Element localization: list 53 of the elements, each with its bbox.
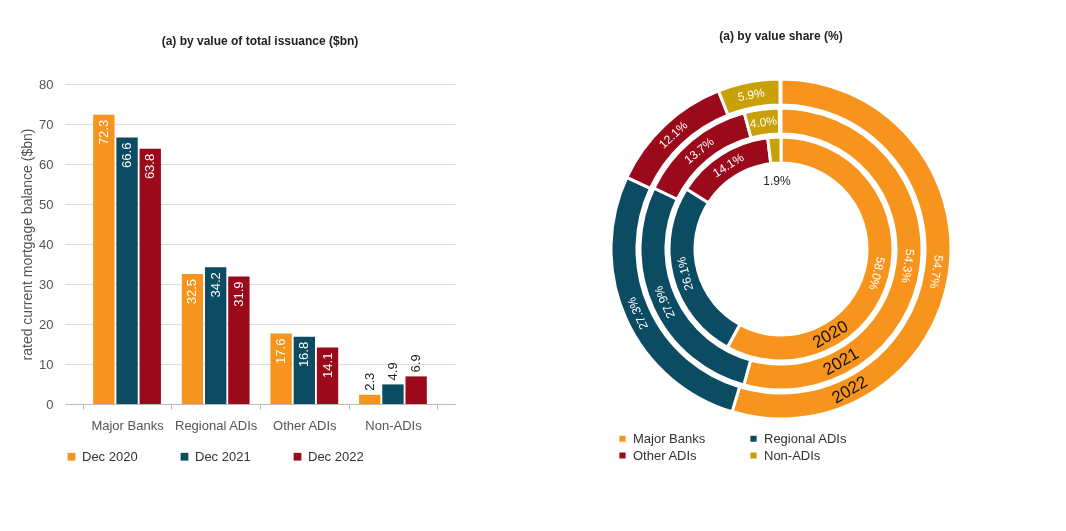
bar (139, 148, 161, 404)
legend-label: Dec 2021 (195, 448, 251, 464)
legend-label: Non-ADIs (764, 447, 821, 463)
data-label: 27.3% (624, 294, 652, 332)
y-tick-label: 10 (39, 356, 54, 372)
data-label: 31.9 (230, 281, 246, 307)
bar (205, 267, 227, 404)
data-label: 5.9% (736, 85, 767, 105)
y-tick-label: 40 (39, 236, 54, 252)
chart-title: (a) by value share (%) (719, 29, 843, 43)
data-label: 54.3% (898, 248, 918, 285)
data-label: 17.6 (273, 338, 289, 364)
data-label: 4.0% (748, 113, 779, 131)
data-label: 72.3 (95, 119, 111, 146)
y-tick-label: 50 (39, 196, 54, 212)
data-label: 2.3 (361, 372, 377, 391)
bar (359, 394, 381, 404)
legend-label: Other ADIs (633, 447, 698, 463)
data-label: 1.9% (763, 174, 791, 189)
legend-label: Dec 2022 (308, 448, 364, 464)
y-tick-label: 80 (39, 76, 54, 92)
bar (228, 276, 250, 404)
bar (316, 347, 339, 404)
bar (116, 137, 138, 404)
data-label: 6.9 (408, 354, 424, 373)
data-label: 63.8 (142, 153, 158, 180)
bar (270, 333, 292, 404)
y-axis-title: rated current mortgage balance ($bn) (19, 128, 36, 361)
data-label: 34.2 (207, 272, 223, 298)
y-tick-label: 20 (39, 316, 54, 332)
bar (382, 384, 404, 404)
data-label: 66.6 (119, 142, 135, 168)
x-tick-label: Other ADIs (273, 417, 338, 433)
y-tick-label: 0 (46, 396, 54, 412)
y-tick-label: 30 (39, 276, 54, 292)
x-tick-label: Major Banks (91, 417, 165, 433)
x-tick-label: Non-ADIs (365, 417, 423, 433)
data-label: 32.5 (184, 279, 200, 305)
chart-title: (a) by value of total issuance ($bn) (161, 34, 359, 48)
bar (405, 376, 427, 404)
data-label: 58.0% (865, 255, 888, 292)
bar (93, 114, 115, 404)
y-tick-label: 70 (39, 116, 54, 132)
data-label: 54.7% (926, 253, 946, 291)
legend-label: Dec 2020 (82, 448, 138, 464)
data-label: 4.9 (384, 362, 400, 381)
y-tick-label: 60 (39, 156, 54, 172)
bar (181, 274, 204, 404)
data-label: 16.8 (296, 341, 312, 368)
data-label: 14.1 (319, 352, 335, 378)
legend-label: Major Banks (633, 430, 706, 446)
x-tick-label: Regional ADIs (174, 417, 258, 433)
legend-label: Regional ADIs (764, 430, 847, 446)
